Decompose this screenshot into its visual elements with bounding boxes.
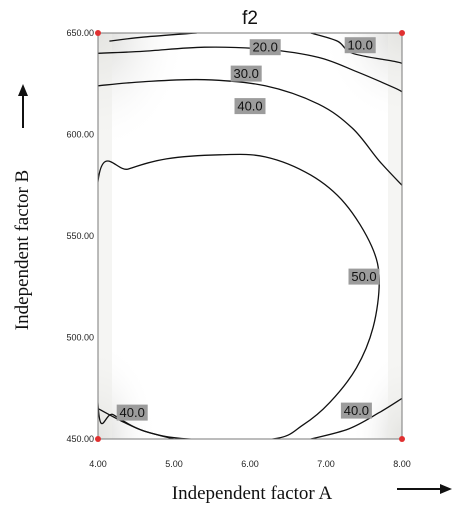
y-tick-label: 600.00 [66, 130, 94, 140]
corner-marker [399, 30, 405, 36]
plot-border [97, 32, 403, 440]
x-axis-title: Independent factor A [172, 483, 333, 504]
contour-label-text: 40.0 [344, 403, 369, 418]
contour-label-text: 30.0 [234, 66, 259, 81]
corner-marker [399, 436, 405, 442]
y-axis-arrow-icon [18, 84, 28, 128]
contour-label-text: 40.0 [120, 405, 145, 420]
contour-line-40-5 [98, 407, 175, 439]
y-tick-label: 450.00 [66, 434, 94, 444]
contour-label: 20.0 [249, 39, 281, 56]
plot-area [97, 32, 403, 440]
contour-line-20-0 [109, 33, 197, 42]
contour-line-40-6 [310, 397, 402, 439]
contour-label-text: 10.0 [348, 38, 373, 53]
y-tick-labels: 450.00 500.00 550.00 600.00 650.00 [66, 28, 94, 444]
x-tick-labels: 4.00 5.00 6.00 7.00 8.00 [89, 459, 411, 469]
corner-marker [95, 436, 101, 442]
shading-layer [98, 33, 402, 439]
corner-marker [95, 30, 101, 36]
x-axis-arrow-icon [397, 484, 452, 494]
y-axis-title: Independent factor B [12, 170, 33, 330]
contour-label: 30.0 [230, 65, 262, 82]
contour-label-box [116, 404, 148, 421]
contour-label: 40.0 [116, 404, 148, 421]
chart-title: f2 [242, 8, 258, 29]
contour-label-box [344, 37, 376, 54]
contour-line-40-3 [98, 78, 402, 186]
y-tick-label: 500.00 [66, 333, 94, 343]
contour-line-30-2 [98, 46, 402, 93]
x-tick-label: 7.00 [317, 459, 335, 469]
contour-label: 40.0 [340, 402, 372, 419]
contour-label-box [234, 98, 266, 115]
contour-label-box [230, 65, 262, 82]
x-tick-label: 6.00 [241, 459, 259, 469]
contour-line-20-1 [310, 33, 402, 65]
contour-label-text: 40.0 [237, 99, 262, 114]
y-tick-label: 550.00 [66, 231, 94, 241]
contour-label: 10.0 [344, 37, 376, 54]
corner-markers [95, 30, 405, 442]
contour-label: 40.0 [234, 98, 266, 115]
contour-label: 50.0 [348, 268, 380, 285]
contour-label-text: 20.0 [253, 40, 278, 55]
contour-label-text: 50.0 [351, 269, 376, 284]
contour-label-box [348, 268, 380, 285]
x-tick-label: 8.00 [393, 459, 411, 469]
x-tick-label: 5.00 [165, 459, 183, 469]
y-tick-label: 650.00 [66, 28, 94, 38]
contour-labels: 10.0 20.0 30.0 40.0 50.0 40.0 40.0 [116, 37, 380, 421]
contour-label-box [249, 39, 281, 56]
contour-label-box [340, 402, 372, 419]
x-tick-label: 4.00 [89, 459, 107, 469]
